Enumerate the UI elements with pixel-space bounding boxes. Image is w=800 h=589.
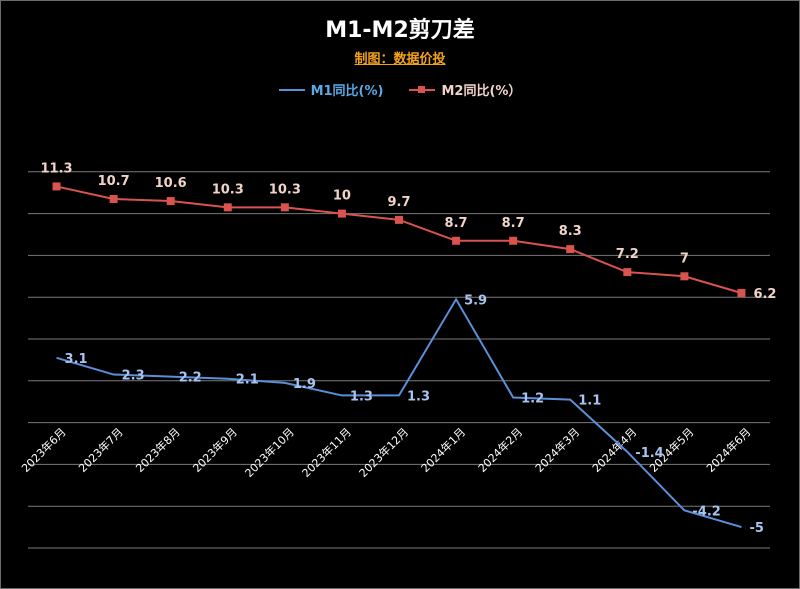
data-point-marker [109, 194, 118, 203]
data-point-marker [395, 215, 403, 224]
x-tick-label: 2024年2月 [475, 425, 525, 475]
data-label: 5.9 [464, 293, 487, 308]
data-label: 10.3 [212, 182, 244, 197]
series-line-m1 [56, 297, 742, 529]
data-label: -5 [749, 521, 763, 536]
data-point-marker [52, 182, 61, 191]
data-label: 7.2 [616, 247, 639, 262]
data-point-marker [337, 209, 346, 218]
data-label: 1.9 [293, 377, 316, 392]
data-label: 1.1 [578, 394, 601, 409]
legend-swatch-m1 [278, 84, 305, 96]
chart-title: M1-M2剪刀差 [325, 18, 475, 43]
data-label: 11.3 [40, 161, 72, 176]
data-label: 8.3 [559, 224, 582, 239]
data-label: 2.2 [179, 371, 202, 386]
data-point-marker [166, 197, 175, 206]
x-tick-label: 2024年4月 [589, 425, 639, 475]
data-label: 6.2 [753, 287, 776, 302]
legend-label-m1: M1同比(%) [310, 84, 384, 99]
data-label: 1.3 [407, 389, 430, 404]
legend-item-m2: M2同比(%） [409, 80, 521, 99]
legend-label-m2: M2同比(%） [441, 84, 522, 99]
x-tick-label: 2024年6月 [703, 425, 753, 475]
x-tick-label: 2023年6月 [18, 425, 68, 475]
data-point-marker [280, 203, 289, 212]
data-point-marker [623, 268, 632, 277]
data-point-marker [737, 289, 746, 298]
data-point-marker [223, 203, 232, 212]
x-tick-label: 2023年12月 [356, 425, 411, 480]
data-point-marker [509, 236, 518, 245]
chart-legend: M1同比(%) M2同比(%） [0, 80, 800, 99]
x-tick-label: 2023年7月 [76, 425, 126, 475]
data-label: 9.7 [387, 195, 410, 210]
data-label: 1.3 [350, 389, 373, 404]
data-label: -4.2 [692, 504, 720, 519]
data-label: 2.3 [122, 369, 145, 384]
data-point-marker [452, 236, 461, 245]
x-tick-label: 2023年9月 [190, 425, 240, 475]
legend-swatch-m2 [409, 84, 436, 96]
x-tick-label: 2023年8月 [133, 425, 183, 475]
data-point-marker [680, 272, 689, 281]
chart-subtitle: 制图：数据价投 [354, 52, 446, 67]
data-label: 8.7 [502, 216, 525, 231]
legend-item-m1: M1同比(%) [278, 80, 384, 99]
x-tick-label: 2024年3月 [532, 425, 582, 475]
data-label: 10.7 [98, 174, 130, 189]
data-label: 8.7 [445, 216, 468, 231]
x-tick-label: 2024年1月 [418, 425, 468, 475]
data-label: 1.2 [521, 392, 544, 407]
data-label: 10.3 [269, 182, 301, 197]
data-label: -1.4 [635, 446, 663, 461]
data-label: 7 [680, 251, 689, 266]
data-label: 10.6 [155, 176, 187, 191]
x-tick-label: 2023年10月 [242, 425, 297, 480]
data-label: 10 [333, 189, 351, 204]
data-point-marker [566, 245, 575, 254]
data-label: 2.1 [236, 373, 259, 388]
data-label: 3.1 [65, 352, 88, 367]
x-tick-label: 2023年11月 [299, 425, 354, 480]
